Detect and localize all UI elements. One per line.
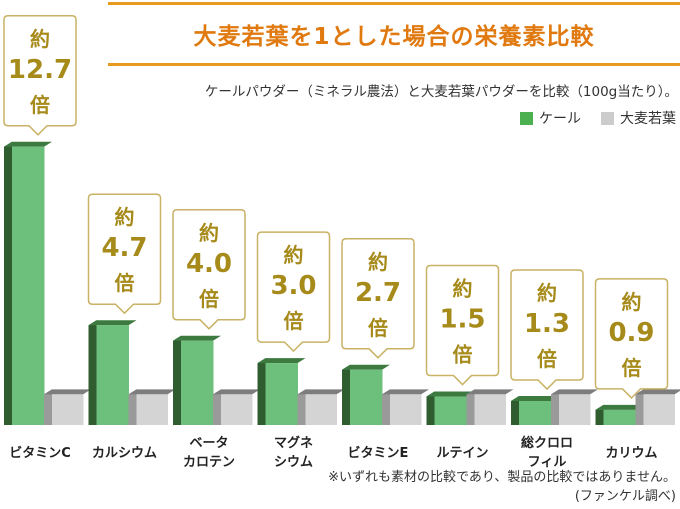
legend-item-kale: ケール — [520, 108, 581, 128]
callout-bubble — [256, 231, 331, 353]
callout-bubble — [87, 193, 162, 315]
callout-bubble — [425, 264, 500, 386]
kale-bar — [257, 358, 306, 425]
legend-label-barley: 大麦若葉 — [620, 111, 676, 127]
callout-suffix: 倍 — [537, 347, 557, 371]
legend: ケール 大麦若葉 — [506, 108, 676, 128]
callout-bubble — [3, 15, 77, 136]
category-label: マグネシウム — [274, 435, 313, 470]
callout-suffix: 倍 — [368, 316, 388, 340]
callout-bubble — [594, 278, 669, 399]
category-label: ビタミンC — [9, 445, 71, 461]
callout-bubble — [510, 269, 584, 391]
callout-suffix: 倍 — [284, 309, 304, 333]
category-label: ビタミンE — [348, 445, 409, 461]
legend-swatch-kale — [520, 111, 533, 125]
kale-bar — [426, 391, 475, 425]
chart-title: 大麦若葉を1とした場合の栄養素比較 — [193, 24, 595, 50]
chart-subtitle: ケールパウダー（ミネラル農法）と大麦若葉パウダーを比較（100g当たり）。 — [204, 84, 678, 100]
footnote: ※いずれも素材の比較であり、製品の比較ではありません。 (ファンケル調べ) — [328, 468, 676, 506]
kale-bar — [88, 320, 137, 425]
callout-prefix: 約 — [537, 281, 557, 305]
barley-bar — [297, 389, 345, 425]
barley-bar — [466, 389, 514, 425]
kale-bar — [595, 404, 644, 425]
callout-value: 0.9 — [608, 318, 654, 348]
callout-bubble — [172, 209, 246, 330]
category-label: カルシウム — [92, 446, 157, 461]
barley-bar — [635, 389, 680, 425]
callout-value: 1.3 — [524, 309, 570, 339]
callout-value: 3.0 — [270, 271, 316, 301]
category-label: ベータカロテン — [183, 436, 235, 470]
callout-suffix: 倍 — [622, 356, 642, 380]
barley-bar — [551, 389, 598, 425]
category-label: カリウム — [605, 446, 657, 461]
footnote-line-1: ※いずれも素材の比較であり、製品の比較ではありません。 — [328, 470, 676, 485]
footnote-line-2: (ファンケル調べ) — [574, 489, 676, 504]
callout-prefix: 約 — [115, 205, 135, 229]
callout-prefix: 約 — [622, 290, 642, 314]
kale-bar — [4, 141, 52, 426]
barley-bar — [382, 389, 429, 425]
title-bar: 大麦若葉を1とした場合の栄養素比較 — [108, 2, 680, 66]
kale-bar — [173, 335, 221, 425]
category-label: ルテイン — [436, 446, 488, 461]
callout-value: 1.5 — [439, 305, 485, 335]
category-label: 総クロロフィル — [521, 435, 573, 470]
callout-suffix: 倍 — [453, 343, 473, 367]
callout-prefix: 約 — [199, 221, 219, 245]
legend-item-barley: 大麦若葉 — [601, 108, 676, 128]
barley-bar — [213, 389, 260, 425]
legend-swatch-barley — [601, 111, 614, 125]
callout-prefix: 約 — [453, 277, 473, 301]
barley-bar — [44, 389, 91, 425]
callout-value: 4.7 — [101, 233, 147, 263]
callout-value: 2.7 — [355, 278, 401, 308]
callout-prefix: 約 — [368, 250, 388, 274]
callout-prefix: 約 — [284, 243, 304, 267]
barley-bar — [128, 389, 176, 425]
callout-suffix: 倍 — [199, 287, 219, 311]
kale-bar — [511, 396, 559, 425]
legend-label-kale: ケール — [539, 111, 581, 127]
callout-bubble — [341, 238, 415, 359]
callout-suffix: 倍 — [30, 93, 50, 117]
callout-prefix: 約 — [30, 27, 50, 51]
callout-value: 12.7 — [8, 55, 72, 85]
callout-suffix: 倍 — [115, 271, 135, 295]
callout-value: 4.0 — [186, 249, 232, 279]
kale-bar — [342, 364, 390, 425]
